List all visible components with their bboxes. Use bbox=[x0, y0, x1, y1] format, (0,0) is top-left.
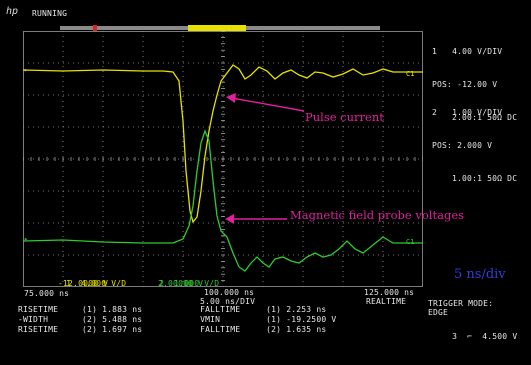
trigger-point-marker bbox=[93, 25, 97, 31]
graticule-ticks bbox=[23, 31, 423, 281]
meas-1-right-ch: 1 bbox=[271, 315, 277, 324]
ch2-panel[interactable]: 2 1.00 V/DIV POS: 2.000 V 1.00:1 50Ω DC bbox=[432, 90, 517, 201]
meas-1-left-val: 5.488 ns bbox=[102, 315, 143, 324]
meas-0-left-name: RISETIME bbox=[18, 305, 59, 314]
measurement-row: RISETIME (2) 1.697 ns FALLTIME (2) 1.635 ns bbox=[18, 325, 327, 334]
run-status[interactable]: RUNNING bbox=[32, 9, 68, 18]
meas-2-right-val: 1.635 ns bbox=[286, 325, 327, 334]
acquisition-mode: REALTIME bbox=[366, 297, 407, 306]
ch1-position: POS: -12.00 V bbox=[432, 80, 498, 89]
ch1-scale: 4.00 V/DIV bbox=[452, 47, 503, 56]
ch2-right-marker: C1 bbox=[406, 238, 414, 246]
ch2-scale: 1.00 V/DIV bbox=[452, 108, 503, 117]
meas-1-left-ch: 2 bbox=[87, 315, 93, 324]
meas-2-left-val: 1.697 ns bbox=[102, 325, 143, 334]
waveform-display[interactable]: ▸ ▸ C1 C1 bbox=[23, 31, 423, 287]
probe-voltage-label: Magnetic field probe voltages bbox=[290, 208, 465, 222]
ch1-inplot-scale: 4.000 V/D bbox=[81, 279, 127, 288]
meas-2-right-ch: 2 bbox=[271, 325, 277, 334]
ch2-inplot-num: 2 bbox=[159, 279, 165, 288]
measurement-row: RISETIME (1) 1.883 ns FALLTIME (1) 2.253 ns bbox=[18, 305, 327, 314]
ch1-right-marker: C1 bbox=[406, 70, 414, 78]
trigger-mode-label: TRIGGER MODE: bbox=[428, 299, 494, 308]
meas-0-left-ch: 1 bbox=[87, 305, 93, 314]
trigger-source: 3 bbox=[452, 332, 458, 341]
timebase-annotation: 5 ns/div bbox=[454, 267, 506, 282]
ch1-inplot-num: 1 bbox=[66, 279, 72, 288]
timebase-per-div[interactable]: 5.00 ns/DIV bbox=[200, 297, 256, 306]
meas-0-right-ch: 1 bbox=[271, 305, 277, 314]
ch1-ground-marker: ▸ bbox=[24, 66, 28, 74]
measurement-row: -WIDTH (2) 5.488 ns VMIN (1) -19.2500 V bbox=[18, 315, 337, 324]
ch2-number: 2 bbox=[432, 108, 438, 117]
meas-1-right-name: VMIN bbox=[200, 315, 221, 324]
ch2-position: POS: 2.000 V bbox=[432, 141, 493, 150]
ch1-trace bbox=[23, 64, 423, 224]
trigger-mode-value[interactable]: EDGE bbox=[428, 308, 449, 317]
pulse-current-arrow bbox=[231, 97, 305, 112]
visible-window-marker bbox=[188, 25, 246, 31]
meas-1-right-val: -19.2500 V bbox=[286, 315, 337, 324]
meas-1-left-name: -WIDTH bbox=[18, 315, 49, 324]
ch1-inplot-offset: -12.0000 V bbox=[58, 279, 109, 288]
ch1-number: 1 bbox=[432, 47, 438, 56]
trigger-edge-icon: ⌐ bbox=[467, 332, 473, 341]
meas-0-right-name: FALLTIME bbox=[200, 305, 241, 314]
ch1-inplot-readout: 1 4.000 V/D bbox=[46, 270, 126, 297]
ch1-panel[interactable]: 1 4.00 V/DIV POS: -12.00 V 2.00:1 50Ω DC bbox=[432, 29, 517, 140]
probe-voltage-arrowhead bbox=[225, 214, 234, 224]
meas-2-right-name: FALLTIME bbox=[200, 325, 241, 334]
ch2-trace bbox=[23, 129, 423, 272]
hp-logo: hp bbox=[6, 6, 19, 17]
ch2-coupling: 1.00:1 50Ω DC bbox=[452, 174, 518, 183]
ch2-ground-marker: ▸ bbox=[24, 235, 28, 243]
trigger-position-bar[interactable] bbox=[60, 25, 380, 31]
pulse-current-arrowhead bbox=[226, 93, 236, 103]
pulse-current-label: Pulse current bbox=[305, 110, 384, 124]
meas-0-left-val: 1.883 ns bbox=[102, 305, 143, 314]
meas-0-right-val: 2.253 ns bbox=[286, 305, 327, 314]
ch2-inplot-readout: 2 1.000 V/D bbox=[139, 270, 219, 297]
meas-2-left-name: RISETIME bbox=[18, 325, 59, 334]
ch2-inplot-scale: 1.000 V/D bbox=[174, 279, 220, 288]
trigger-level: 4.500 V bbox=[482, 332, 518, 341]
meas-2-left-ch: 2 bbox=[87, 325, 93, 334]
timebase-right: 125.000 ns bbox=[364, 288, 415, 297]
ch2-inplot-offset: 2.00000 V bbox=[158, 279, 204, 288]
measurements-table: RISETIME (1) 1.883 ns FALLTIME (1) 2.253 ns… bbox=[18, 305, 336, 334]
ch1-coupling: 2.00:1 50Ω DC bbox=[452, 113, 518, 122]
trigger-level-readout[interactable]: 3 ⌐ 4.500 V bbox=[432, 323, 517, 350]
timebase-left: 75.000 ns bbox=[24, 289, 70, 298]
timebase-center: 100.000 ns bbox=[204, 288, 255, 297]
